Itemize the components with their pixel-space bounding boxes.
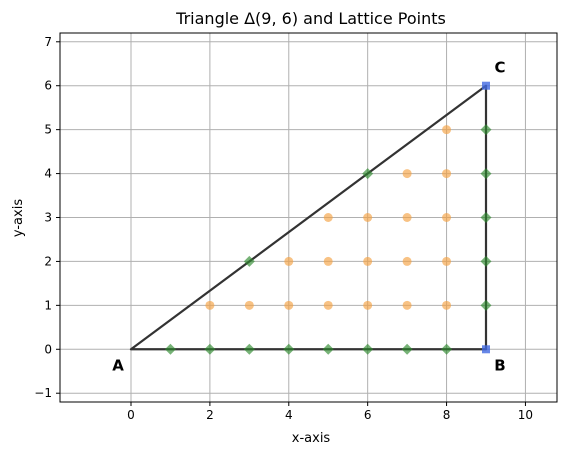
lattice-points — [164, 81, 492, 355]
interior-point — [402, 213, 412, 222]
vertex-point — [482, 81, 490, 90]
boundary-point — [441, 343, 453, 355]
boundary-point — [480, 255, 492, 267]
interior-point — [323, 256, 333, 266]
interior-point — [205, 300, 215, 310]
interior-point — [284, 256, 294, 266]
interior-point — [442, 125, 452, 135]
boundary-point — [362, 168, 374, 180]
interior-point — [402, 169, 412, 179]
vertex-label-b: B — [494, 356, 505, 374]
y-tick-label: 5 — [44, 123, 52, 137]
boundary-point — [164, 343, 176, 355]
y-tick-label: 4 — [44, 167, 52, 181]
y-tick-label: 3 — [44, 211, 52, 225]
x-tick-label: 8 — [443, 408, 451, 422]
interior-point — [323, 300, 333, 310]
interior-point — [442, 213, 452, 222]
boundary-point — [322, 343, 334, 355]
x-tick-label: 2 — [206, 408, 214, 422]
boundary-point — [243, 343, 255, 355]
y-axis-label: y-axis — [11, 199, 26, 237]
x-tick-label: 4 — [285, 408, 293, 422]
y-tick-label: −1 — [34, 386, 52, 400]
x-tick-label: 6 — [364, 408, 372, 422]
boundary-point — [204, 343, 216, 355]
boundary-point — [480, 299, 492, 311]
vertex-labels: A B C — [112, 59, 506, 375]
interior-point — [244, 300, 254, 310]
boundary-point — [362, 343, 374, 355]
vertex-label-a: A — [112, 356, 124, 374]
interior-point — [363, 213, 373, 222]
boundary-point — [480, 124, 492, 136]
boundary-point — [480, 212, 492, 223]
x-tick-label: 10 — [518, 408, 533, 422]
y-tick-label: 2 — [44, 254, 52, 268]
interior-point — [402, 256, 412, 266]
interior-point — [363, 256, 373, 266]
vertex-point — [482, 345, 490, 354]
y-tick-label: 0 — [44, 342, 52, 356]
interior-point — [363, 300, 373, 310]
vertex-label-c: C — [494, 59, 505, 77]
y-tick-label: 7 — [44, 35, 52, 49]
y-tick-label: 1 — [44, 298, 52, 312]
x-tick-label: 0 — [127, 408, 135, 422]
interior-point — [442, 169, 452, 179]
chart-title: Triangle Δ(9, 6) and Lattice Points — [175, 9, 446, 28]
interior-point — [442, 256, 452, 266]
interior-point — [284, 300, 294, 310]
x-axis-label: x-axis — [292, 431, 331, 446]
boundary-point — [243, 255, 255, 267]
boundary-point — [283, 343, 295, 355]
y-tick-label: 6 — [44, 79, 52, 93]
interior-point — [323, 213, 333, 222]
interior-point — [402, 300, 412, 310]
axis-ticks: 0 2 4 6 8 10 −1 0 1 2 3 4 5 6 7 — [34, 35, 533, 422]
boundary-point — [480, 168, 492, 180]
interior-point — [442, 300, 452, 310]
boundary-point — [401, 343, 413, 355]
